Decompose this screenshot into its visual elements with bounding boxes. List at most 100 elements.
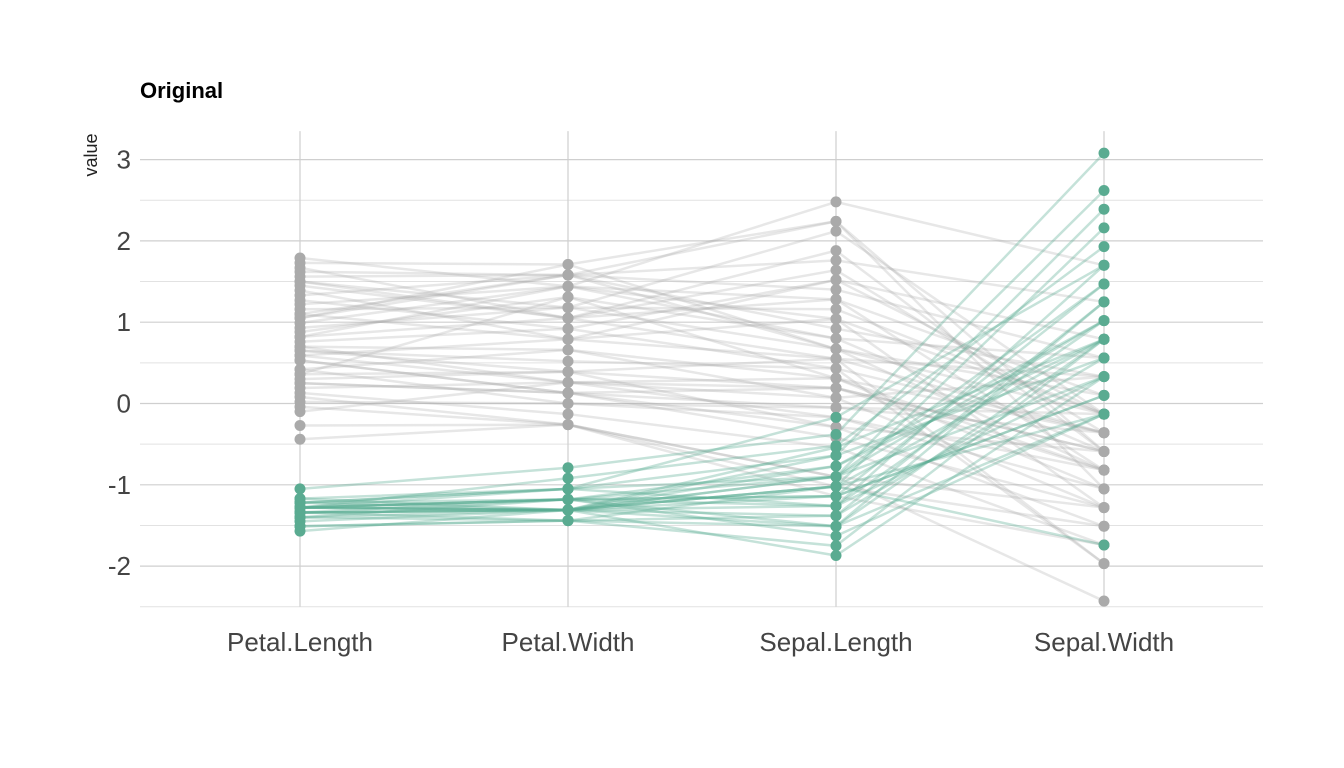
data-point: [1098, 408, 1110, 420]
data-point: [830, 411, 842, 423]
data-point: [562, 398, 574, 409]
data-point: [830, 382, 842, 394]
series-line: [299, 319, 1105, 514]
data-point: [562, 515, 574, 527]
data-point: [830, 402, 842, 414]
data-point: [1098, 352, 1110, 364]
series-line: [299, 285, 1105, 397]
data-point: [830, 540, 842, 552]
series-line: [299, 280, 1105, 472]
data-point: [830, 428, 842, 440]
series-line: [299, 357, 1105, 378]
data-point: [1098, 147, 1110, 159]
series-line: [299, 338, 1105, 504]
series-line: [299, 264, 1105, 500]
series-line: [299, 345, 1105, 491]
series-line: [299, 370, 1105, 528]
data-point: [1098, 389, 1110, 401]
x-tick-label: Sepal.Width: [1034, 627, 1174, 657]
series-line: [299, 375, 1105, 508]
data-point: [294, 483, 306, 495]
series-line: [299, 359, 1105, 453]
data-point: [830, 313, 842, 325]
data-point: [1098, 278, 1110, 290]
data-point: [562, 355, 574, 367]
series-line: [299, 423, 1105, 547]
series-line: [299, 405, 1105, 528]
data-point: [830, 254, 842, 266]
series-line: [299, 295, 1105, 360]
series-line: [299, 229, 1105, 416]
data-point: [830, 363, 842, 375]
data-point: [830, 284, 842, 296]
data-point: [830, 332, 842, 344]
series-line: [299, 273, 1105, 416]
series-line: [299, 395, 1105, 603]
series-line: [299, 345, 1105, 472]
series-line: [299, 412, 1105, 512]
data-point: [294, 368, 306, 380]
data-point: [1098, 203, 1110, 215]
data-point: [294, 354, 306, 366]
data-point: [830, 225, 842, 237]
data-point: [562, 408, 574, 420]
series-line: [299, 354, 1105, 509]
data-point: [830, 293, 842, 305]
series-line: [299, 319, 1105, 512]
data-point: [830, 215, 842, 227]
data-point: [1098, 315, 1110, 327]
series-line: [299, 282, 1105, 519]
series-line: [299, 152, 1105, 491]
series-line: [299, 368, 1105, 491]
data-point: [830, 450, 842, 462]
data-point: [1098, 558, 1110, 570]
data-point: [1098, 445, 1110, 457]
x-tick-label: Sepal.Length: [759, 627, 912, 657]
data-point: [562, 483, 574, 495]
data-point: [830, 245, 842, 257]
series-line: [299, 349, 1105, 453]
data-point: [294, 502, 306, 514]
data-point: [562, 366, 574, 378]
series-line: [299, 316, 1105, 565]
series-line: [299, 220, 1105, 453]
series-line: [299, 259, 1105, 304]
data-point: [830, 510, 842, 522]
data-point: [1098, 241, 1110, 253]
series-line: [299, 356, 1105, 522]
data-point: [1098, 333, 1110, 345]
series-line: [299, 208, 1105, 509]
data-point: [1098, 184, 1110, 196]
data-point: [830, 471, 842, 483]
series-line: [299, 338, 1105, 512]
series-line: [299, 263, 1105, 397]
data-point: [830, 274, 842, 286]
data-point: [1098, 539, 1110, 551]
y-tick-label: 0: [117, 389, 131, 419]
data-point: [562, 323, 574, 335]
data-point: [830, 264, 842, 276]
data-point: [562, 462, 574, 474]
data-point: [562, 312, 574, 324]
y-tick-label: -1: [108, 470, 131, 500]
series-line: [299, 349, 1105, 565]
series-line: [299, 375, 1105, 509]
series-line: [299, 356, 1105, 512]
series-line: [299, 338, 1105, 434]
series-line: [299, 381, 1105, 472]
series-line: [299, 412, 1105, 538]
series-line: [299, 400, 1105, 435]
series-line: [299, 394, 1105, 519]
series-line: [299, 306, 1105, 416]
data-point: [562, 472, 574, 484]
series-line: [299, 394, 1105, 512]
data-point: [1098, 222, 1110, 234]
data-point: [830, 520, 842, 532]
series-line: [299, 264, 1105, 509]
y-tick-labels: 3 2 1 0 -1 -2: [108, 145, 131, 581]
series-line: [299, 485, 1105, 547]
data-point: [294, 262, 306, 274]
data-point: [1098, 520, 1110, 532]
series-points: [294, 147, 1110, 607]
series-line: [299, 338, 1105, 528]
